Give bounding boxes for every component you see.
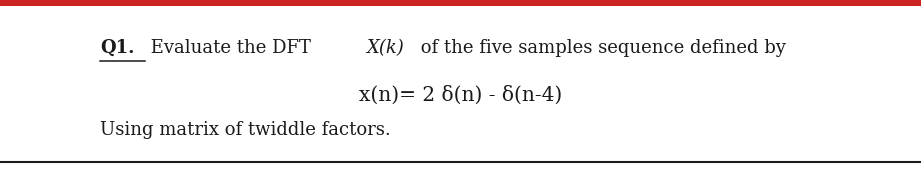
Text: X(k): X(k) [366,39,403,57]
Text: x(n)= 2 δ(n) - δ(n-4): x(n)= 2 δ(n) - δ(n-4) [359,85,562,105]
Bar [0,0,921,6]
Text: of the five samples sequence defined by: of the five samples sequence defined by [414,39,786,57]
Text: Evaluate the DFT: Evaluate the DFT [145,39,316,57]
Text: Q1.: Q1. [100,39,134,57]
Text: Using matrix of twiddle factors.: Using matrix of twiddle factors. [100,121,391,139]
